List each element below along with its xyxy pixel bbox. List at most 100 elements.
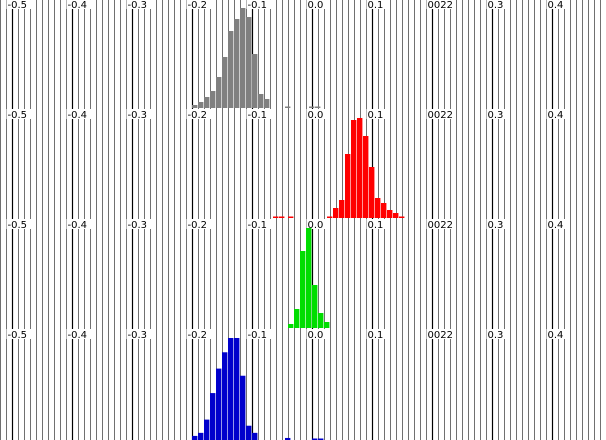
histogram-bar: [393, 213, 399, 218]
tick-label-background: [306, 219, 327, 229]
tick-label: -0.4: [68, 220, 88, 231]
histogram-bar: [228, 338, 234, 440]
panel-1: -0.5 -0.4 -0.3 -0.2 -0.1 0.0 0.1 0022 0.3 0.4: [6, 0, 567, 110]
histogram-bar: [198, 432, 204, 440]
histogram-bar: [312, 438, 318, 440]
tick-label: -0.5: [8, 0, 28, 11]
histogram-bar: [312, 285, 318, 328]
tick-label-background: [366, 219, 387, 229]
tick-label: 0.3: [488, 330, 504, 341]
tick-label-background: [6, 329, 33, 339]
histogram-bar: [210, 393, 216, 440]
tick-label: -0.4: [68, 330, 88, 341]
tick-label: -0.4: [68, 110, 88, 121]
histogram-bar: [285, 106, 291, 108]
tick-label-background: [186, 219, 213, 229]
tick-label: -0.3: [128, 330, 148, 341]
histogram-bar: [345, 154, 351, 218]
histogram-bar: [375, 198, 381, 218]
tick-label: 0022: [428, 110, 453, 121]
histogram-bar: [318, 313, 324, 328]
histogram-bar: [222, 352, 228, 440]
histogram-bar: [300, 251, 306, 328]
histogram-bar: [324, 322, 330, 328]
histogram-bar: [333, 208, 339, 218]
histogram-bar: [204, 97, 210, 108]
histogram-bar: [252, 432, 258, 440]
tick-label: 0.3: [488, 110, 504, 121]
tick-label: 0.3: [488, 0, 504, 11]
histogram-bar: [192, 105, 198, 108]
histogram-bar: [252, 54, 258, 108]
tick-label: -0.5: [8, 110, 28, 121]
histogram-bar: [309, 106, 315, 108]
tick-label: 0.0: [308, 110, 324, 121]
histogram-bar: [216, 368, 222, 440]
histogram-bar: [279, 216, 285, 218]
tick-label: -0.2: [188, 0, 208, 11]
tick-label-background: [486, 219, 507, 229]
histogram-bar: [198, 102, 204, 108]
tick-label-background: [186, 0, 213, 9]
histogram-bar: [222, 57, 228, 108]
tick-label: 0022: [428, 0, 453, 11]
histogram-bar: [240, 8, 246, 108]
tick-label-background: [486, 329, 507, 339]
histogram-bar: [234, 19, 240, 108]
histogram-bar: [240, 375, 246, 440]
tick-label: -0.3: [128, 0, 148, 11]
histogram-bar: [294, 309, 300, 328]
tick-label: -0.5: [8, 220, 28, 231]
histogram-bar: [258, 94, 264, 108]
histogram-bar: [315, 106, 321, 108]
panel-2: -0.5 -0.4 -0.3 -0.2 -0.1 0.0 0.1 0022 0.3 0.4: [6, 109, 567, 220]
tick-label-background: [126, 329, 153, 339]
tick-label-background: [6, 109, 33, 119]
tick-label-background: [426, 329, 453, 339]
tick-label-background: [66, 109, 93, 119]
tick-label: 0022: [428, 220, 453, 231]
histogram-bar: [288, 324, 294, 328]
histogram-bar: [210, 91, 216, 108]
tick-label-background: [126, 109, 153, 119]
tick-label-background: [246, 219, 273, 229]
histogram-bar: [399, 216, 405, 218]
histogram-bar: [264, 99, 270, 108]
tick-label: -0.3: [128, 220, 148, 231]
histogram-bar: [351, 120, 357, 218]
tick-label: -0.5: [8, 330, 28, 341]
tick-label-background: [186, 329, 213, 339]
tick-label-background: [426, 219, 453, 229]
tick-label-background: [486, 0, 507, 9]
tick-label: -0.4: [68, 0, 88, 11]
tick-label: -0.1: [248, 220, 268, 231]
tick-label-background: [126, 0, 153, 9]
histogram-bar: [318, 438, 324, 440]
tick-label-background: [246, 109, 273, 119]
histogram-bar: [339, 200, 345, 218]
tick-label: 0.0: [308, 330, 324, 341]
tick-label: 0022: [428, 330, 453, 341]
histogram-bar: [234, 338, 240, 440]
histogram-bar: [216, 77, 222, 108]
tick-label-background: [66, 329, 93, 339]
tick-label: -0.2: [188, 110, 208, 121]
tick-label: 0.0: [308, 220, 324, 231]
histogram-bar: [369, 167, 375, 218]
tick-label-background: [6, 0, 33, 9]
tick-label-background: [306, 329, 327, 339]
tick-label: 0.1: [368, 0, 384, 11]
tick-label-background: [426, 109, 453, 119]
histogram-bar: [192, 435, 198, 440]
tick-label-background: [246, 0, 273, 9]
histogram-bar: [387, 210, 393, 218]
tick-label-background: [6, 219, 33, 229]
tick-label-background: [126, 219, 153, 229]
tick-label: 0.4: [548, 0, 564, 11]
histogram-bar: [381, 203, 387, 218]
tick-label: 0.4: [548, 110, 564, 121]
tick-label-background: [306, 0, 327, 9]
tick-label-background: [246, 329, 273, 339]
